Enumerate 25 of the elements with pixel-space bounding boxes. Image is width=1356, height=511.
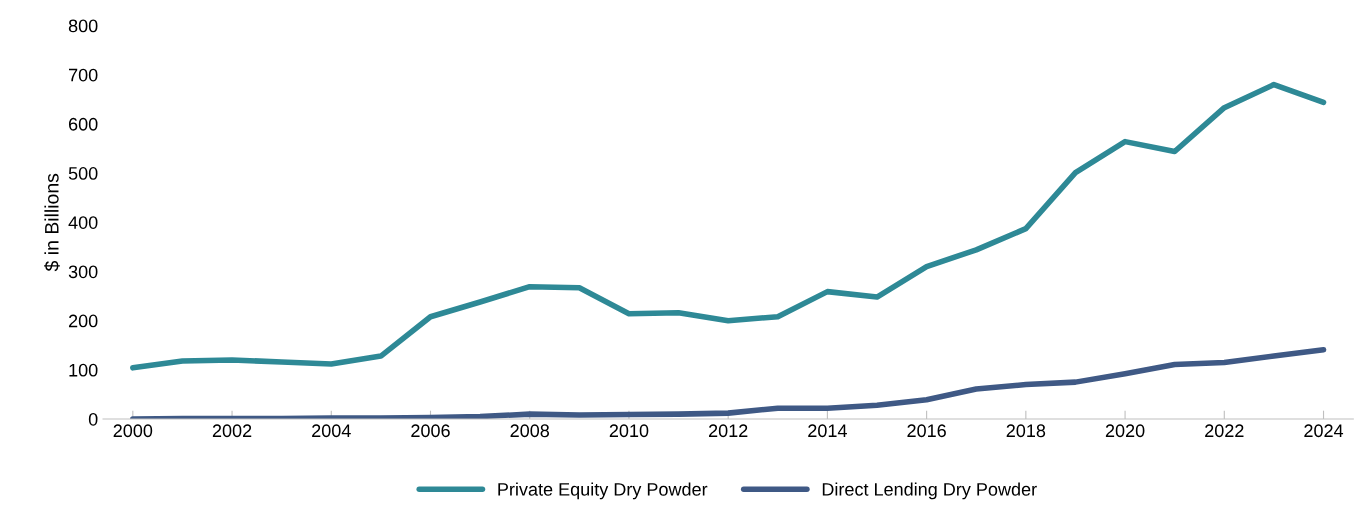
x-tick-label: 2012: [709, 424, 748, 438]
y-tick-label: 200: [68, 314, 98, 328]
y-axis-title: $ in Billions: [44, 173, 60, 272]
x-tick-label: 2024: [1304, 424, 1344, 438]
x-tick-label: 2010: [609, 424, 649, 438]
x-tick-label: 2022: [1205, 424, 1244, 438]
x-tick-label: 2000: [113, 424, 153, 438]
x-tick-label: 2004: [312, 424, 351, 438]
y-tick-label: 0: [88, 412, 98, 426]
legend-label: Direct Lending Dry Powder: [822, 482, 1037, 500]
x-tick-label: 2016: [907, 424, 946, 438]
legend-label: Private Equity Dry Powder: [498, 482, 708, 500]
y-tick-label: 700: [69, 68, 98, 82]
y-tick-label: 600: [68, 117, 98, 131]
x-tick-label: 2002: [212, 424, 252, 438]
y-tick-label: 300: [68, 265, 98, 279]
x-tick-label: 2008: [510, 424, 550, 438]
y-tick-label: 500: [68, 167, 98, 180]
x-tick-label: 2006: [411, 424, 450, 438]
x-tick-label: 2014: [808, 424, 847, 438]
y-tick-label: 100: [69, 363, 98, 377]
x-tick-label: 2020: [1105, 424, 1145, 438]
y-tick-label: 800: [68, 19, 98, 33]
x-tick-label: 2018: [1006, 424, 1046, 438]
y-tick-label: 400: [68, 216, 98, 230]
